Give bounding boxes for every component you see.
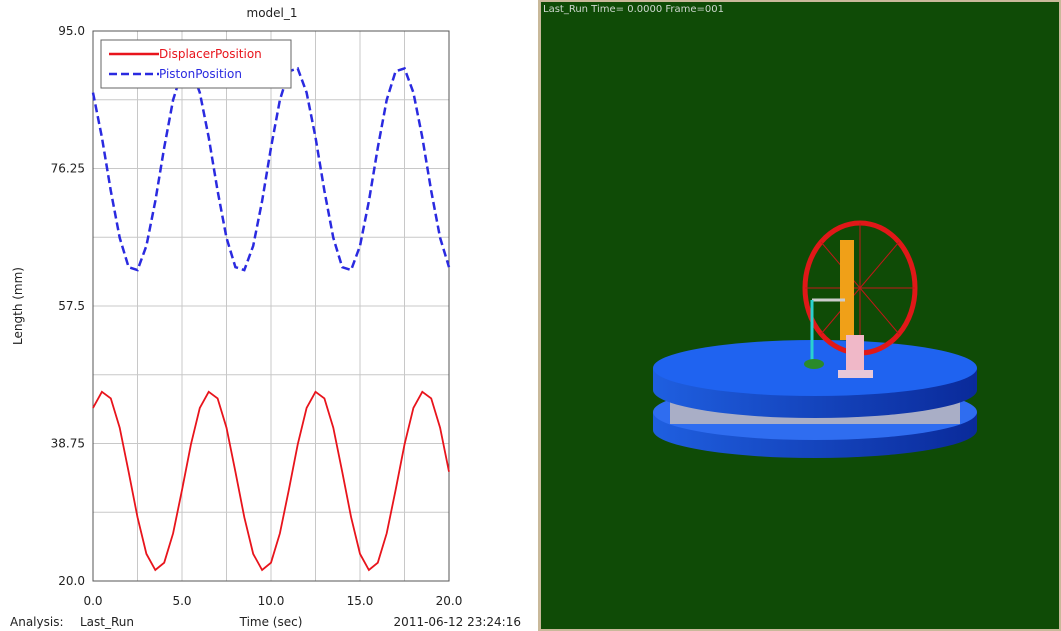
y-tick-label: 76.25 — [51, 162, 85, 176]
analysis-label: Analysis: — [10, 615, 63, 629]
viewport — [541, 2, 1059, 629]
legend-label: DisplacerPosition — [159, 47, 262, 61]
timestamp: 2011-06-12 23:24:16 — [394, 615, 521, 629]
y-tick-label: 20.0 — [58, 574, 85, 588]
page: model_1 Length (mm) Analysis: Last_Run T… — [0, 0, 1061, 631]
plot: 20.0 38.75 57.5 76.25 95.0 0.0 5.0 10.0 15.0 20.0… — [51, 24, 463, 608]
x-tick-label: 15.0 — [347, 594, 374, 608]
x-tick-label: 5.0 — [172, 594, 191, 608]
flywheel-spokes — [805, 223, 915, 353]
legend-label: PistonPosition — [159, 67, 242, 81]
foot — [804, 359, 824, 369]
y-tick-label: 38.75 — [51, 437, 85, 451]
y-tick-label: 57.5 — [58, 299, 85, 313]
x-tick-label: 20.0 — [436, 594, 463, 608]
y-tick-label: 95.0 — [58, 24, 85, 38]
piston-cylinder — [846, 335, 864, 375]
displacer-rod — [840, 240, 854, 340]
x-axis-label: Time (sec) — [239, 615, 303, 629]
chart-title: model_1 — [247, 6, 298, 20]
analysis-name: Last_Run — [80, 615, 134, 629]
viewport-caption: Last_Run Time= 0.0000 Frame=001 — [543, 4, 724, 15]
piston-base — [838, 370, 873, 378]
x-tick-label: 10.0 — [258, 594, 285, 608]
y-axis-label: Length (mm) — [11, 267, 25, 345]
x-tick-label: 0.0 — [83, 594, 102, 608]
screen: model_1 Length (mm) Analysis: Last_Run T… — [0, 0, 1061, 631]
